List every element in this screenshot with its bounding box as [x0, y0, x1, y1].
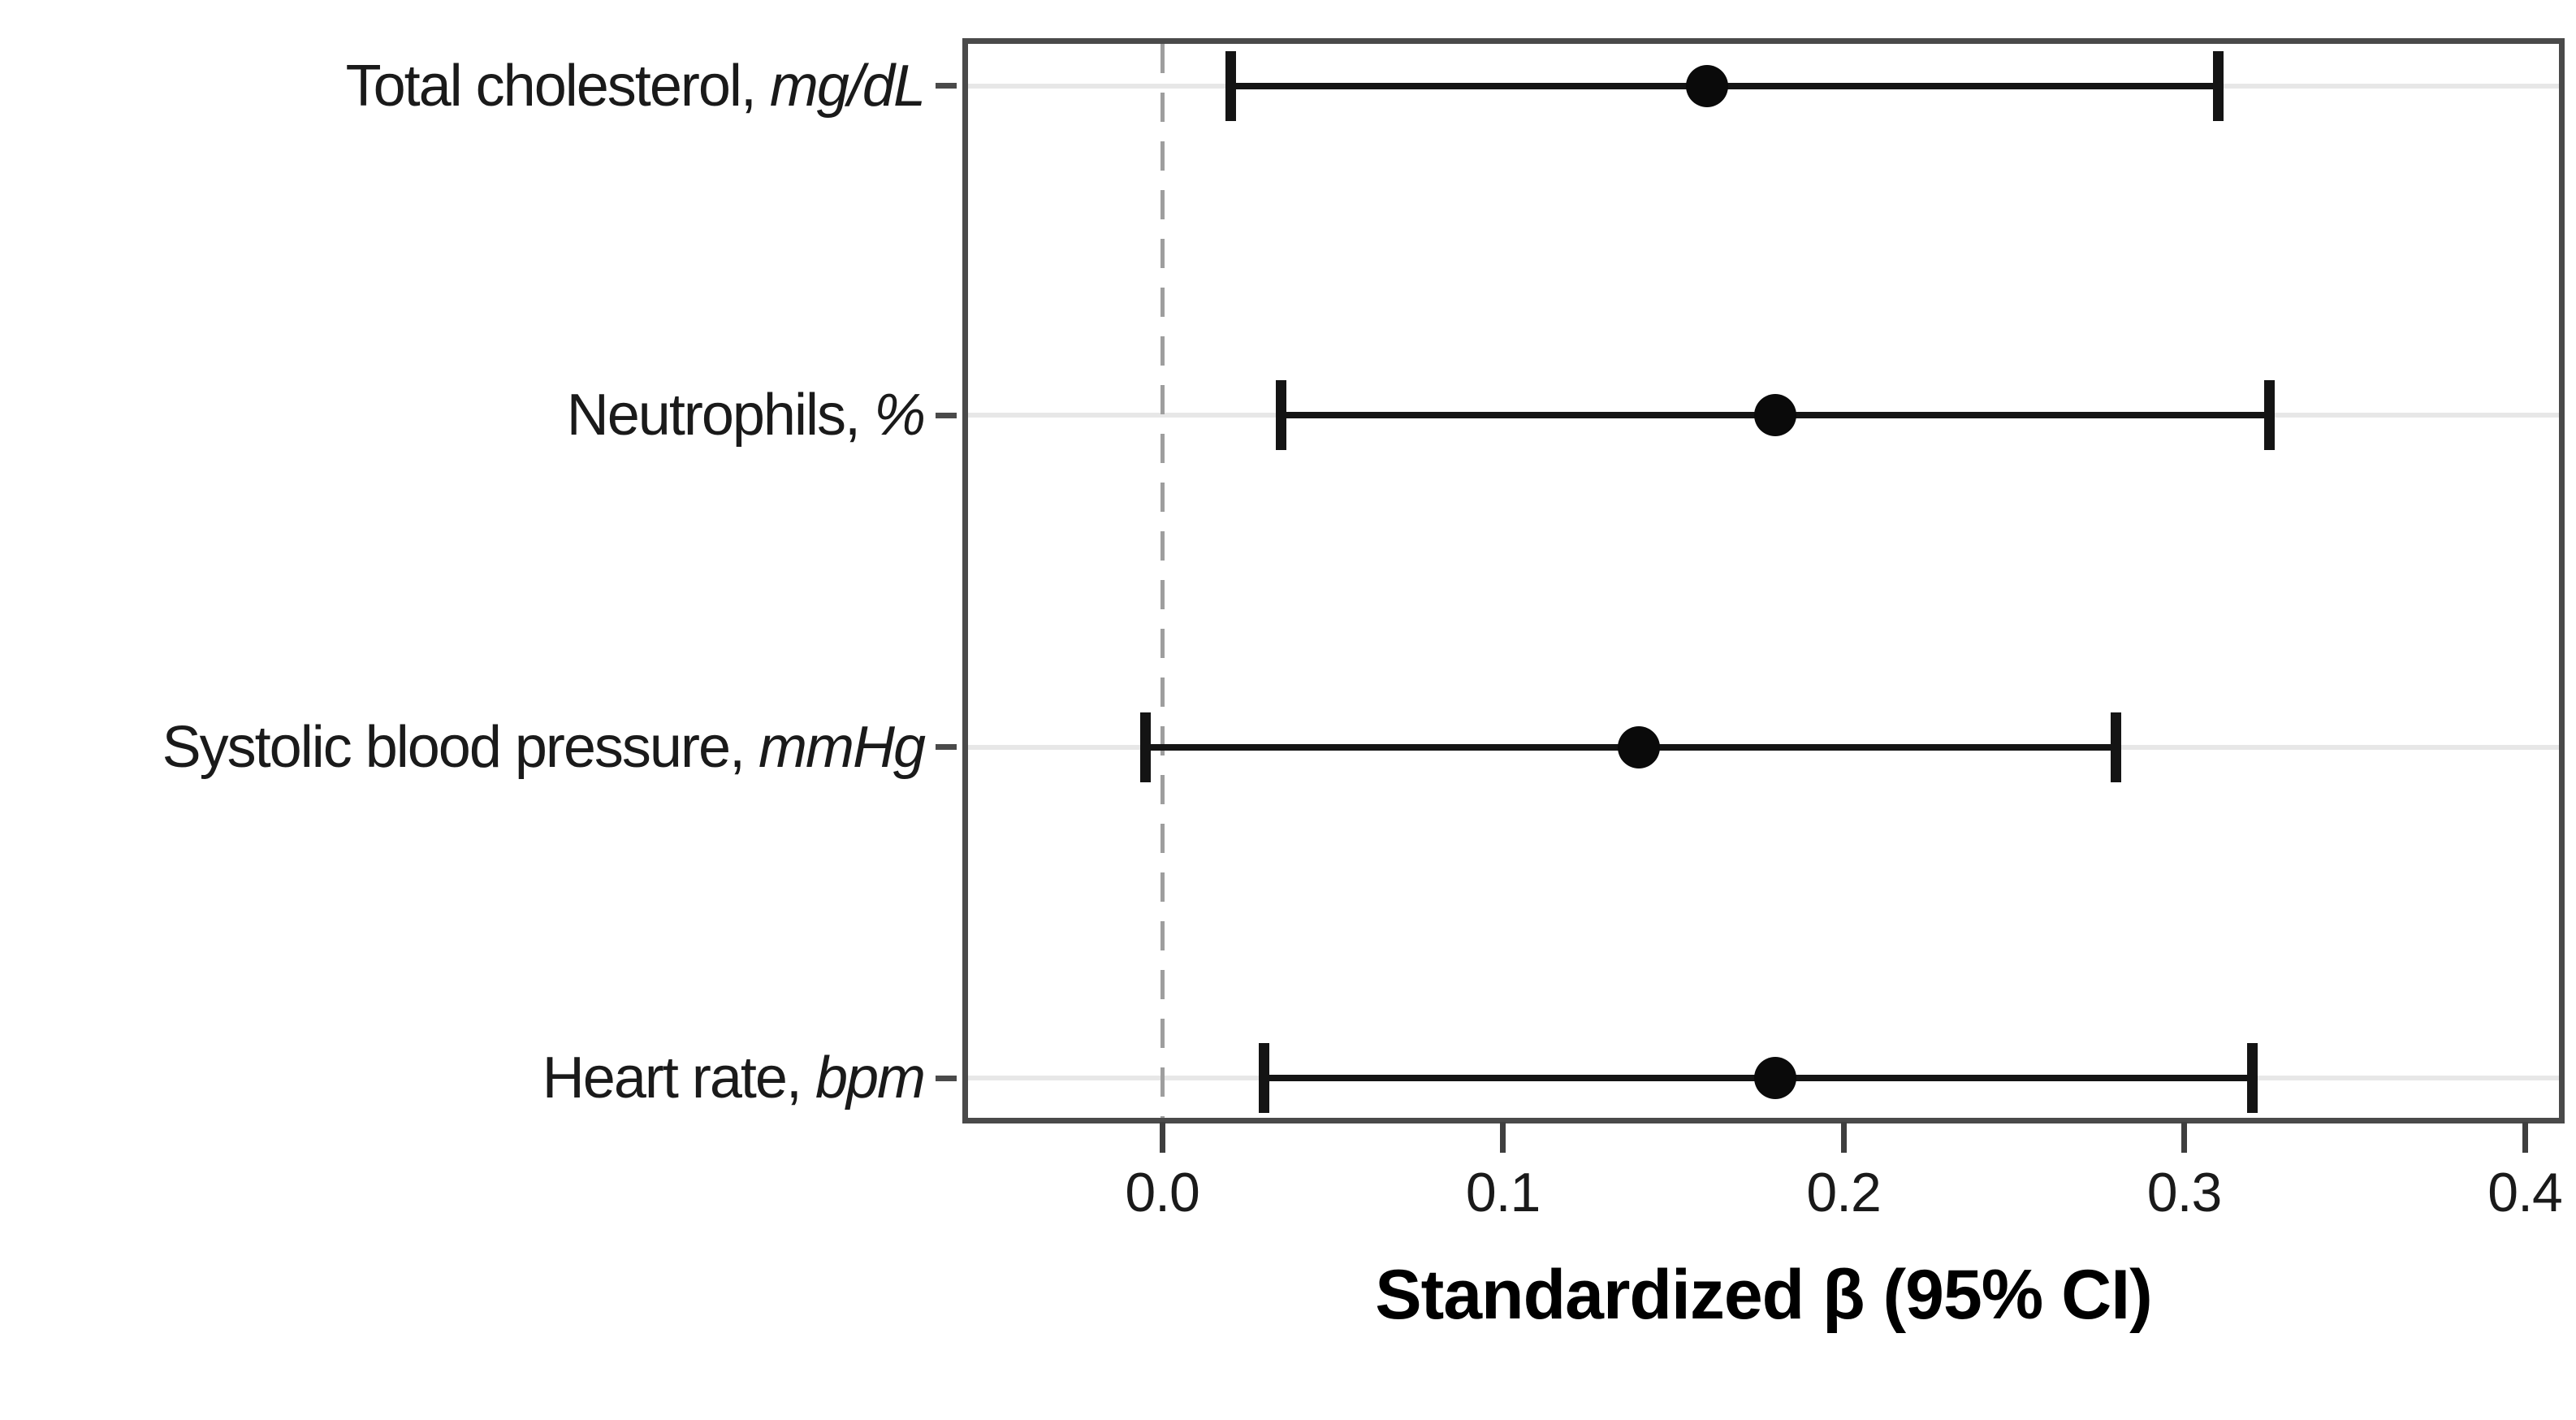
x-axis-tick	[1500, 1122, 1506, 1153]
x-axis-tick	[2522, 1122, 2528, 1153]
ci-cap-lower	[1225, 50, 1236, 121]
category-label-unit: mmHg	[759, 714, 926, 780]
category-label-text: Heart rate,	[542, 1046, 815, 1111]
point-estimate-dot	[1618, 725, 1661, 768]
y-axis-tick	[936, 744, 957, 751]
y-axis-tick	[936, 412, 957, 418]
point-estimate-dot	[1686, 64, 1729, 107]
x-axis-tick	[1840, 1122, 1847, 1153]
y-axis-tick	[936, 1075, 957, 1081]
category-label-unit: %	[873, 383, 926, 448]
category-label-text: Systolic blood pressure,	[162, 714, 759, 780]
x-axis-tick-label: 0.4	[2487, 1162, 2563, 1223]
category-label-text: Neutrophils,	[566, 383, 874, 448]
category-label-text: Total cholesterol,	[345, 53, 770, 119]
y-axis-category-label: Heart rate, bpm	[0, 1045, 926, 1111]
y-axis-category-label: Total cholesterol, mg/dL	[0, 53, 926, 119]
x-axis-tick	[2181, 1122, 2188, 1153]
zero-reference-line	[1160, 44, 1165, 1118]
x-axis-tick-label: 0.3	[2146, 1162, 2223, 1223]
x-axis-tick-label: 0.0	[1125, 1162, 1200, 1223]
point-estimate-dot	[1754, 394, 1797, 437]
y-axis-tick	[936, 83, 957, 89]
plot-area	[962, 38, 2565, 1123]
category-label-unit: bpm	[815, 1046, 926, 1111]
x-axis-title: Standardized β (95% CI)	[1375, 1256, 2153, 1334]
ci-cap-lower	[1276, 380, 1287, 451]
x-axis-tick-label: 0.2	[1806, 1162, 1882, 1223]
category-label-unit: mg/dL	[769, 53, 926, 119]
ci-cap-upper	[2246, 1043, 2258, 1114]
ci-cap-upper	[2111, 712, 2122, 782]
y-axis-category-label: Systolic blood pressure, mmHg	[0, 714, 926, 781]
ci-cap-upper	[2263, 380, 2275, 451]
x-axis-tick-label: 0.1	[1465, 1162, 1541, 1223]
x-axis-tick	[1159, 1122, 1165, 1153]
ci-cap-lower	[1259, 1043, 1270, 1114]
ci-cap-lower	[1139, 712, 1151, 782]
y-axis-category-label: Neutrophils, %	[0, 382, 926, 448]
point-estimate-dot	[1754, 1057, 1797, 1100]
ci-cap-upper	[2213, 50, 2224, 121]
